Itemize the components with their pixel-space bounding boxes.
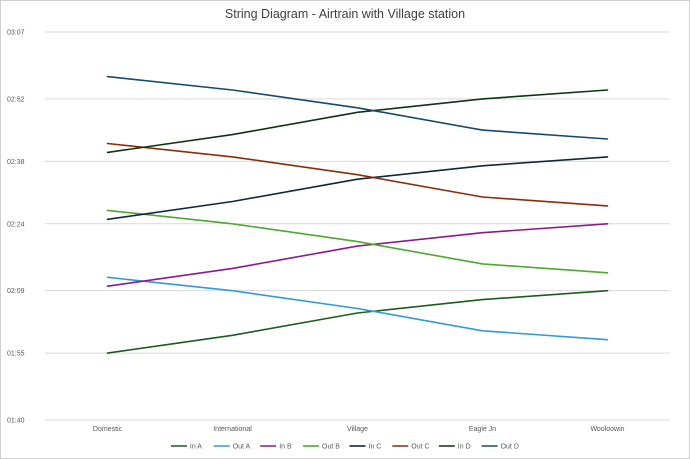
chart-title: String Diagram - Airtrain with Village s…	[224, 7, 466, 21]
legend-label: Out C	[411, 444, 429, 451]
series-line	[106, 89, 609, 154]
y-tick-label: 02:52	[7, 96, 25, 103]
y-tick-label: 03:07	[7, 30, 25, 37]
series-line	[106, 223, 609, 288]
x-tick-label: Wooloowin	[590, 426, 624, 433]
legend-label: In C	[369, 444, 382, 451]
y-tick-label: 02:38	[7, 159, 25, 166]
legend-label: In B	[279, 444, 292, 451]
y-tick-label: 01:55	[7, 351, 25, 358]
legend-label: Out D	[501, 444, 519, 451]
legend-label: In A	[190, 444, 202, 451]
x-tick-label: Village	[347, 426, 368, 433]
x-tick-label: Eagle Jn	[469, 426, 496, 433]
series-line	[106, 276, 609, 341]
legend-label: In D	[458, 444, 471, 451]
series-line	[106, 142, 609, 207]
series-line	[106, 209, 609, 274]
x-tick-label: International	[213, 426, 252, 433]
y-tick-label: 02:09	[7, 288, 25, 295]
legend-label: Out B	[322, 444, 340, 451]
series-line	[106, 75, 609, 140]
y-tick-label: 02:24	[7, 221, 25, 228]
x-tick-label: Domestic	[93, 426, 123, 433]
series-line	[106, 156, 609, 221]
y-tick-label: 01:40	[7, 418, 25, 425]
legend-label: Out A	[233, 444, 251, 451]
series-line	[106, 289, 609, 354]
